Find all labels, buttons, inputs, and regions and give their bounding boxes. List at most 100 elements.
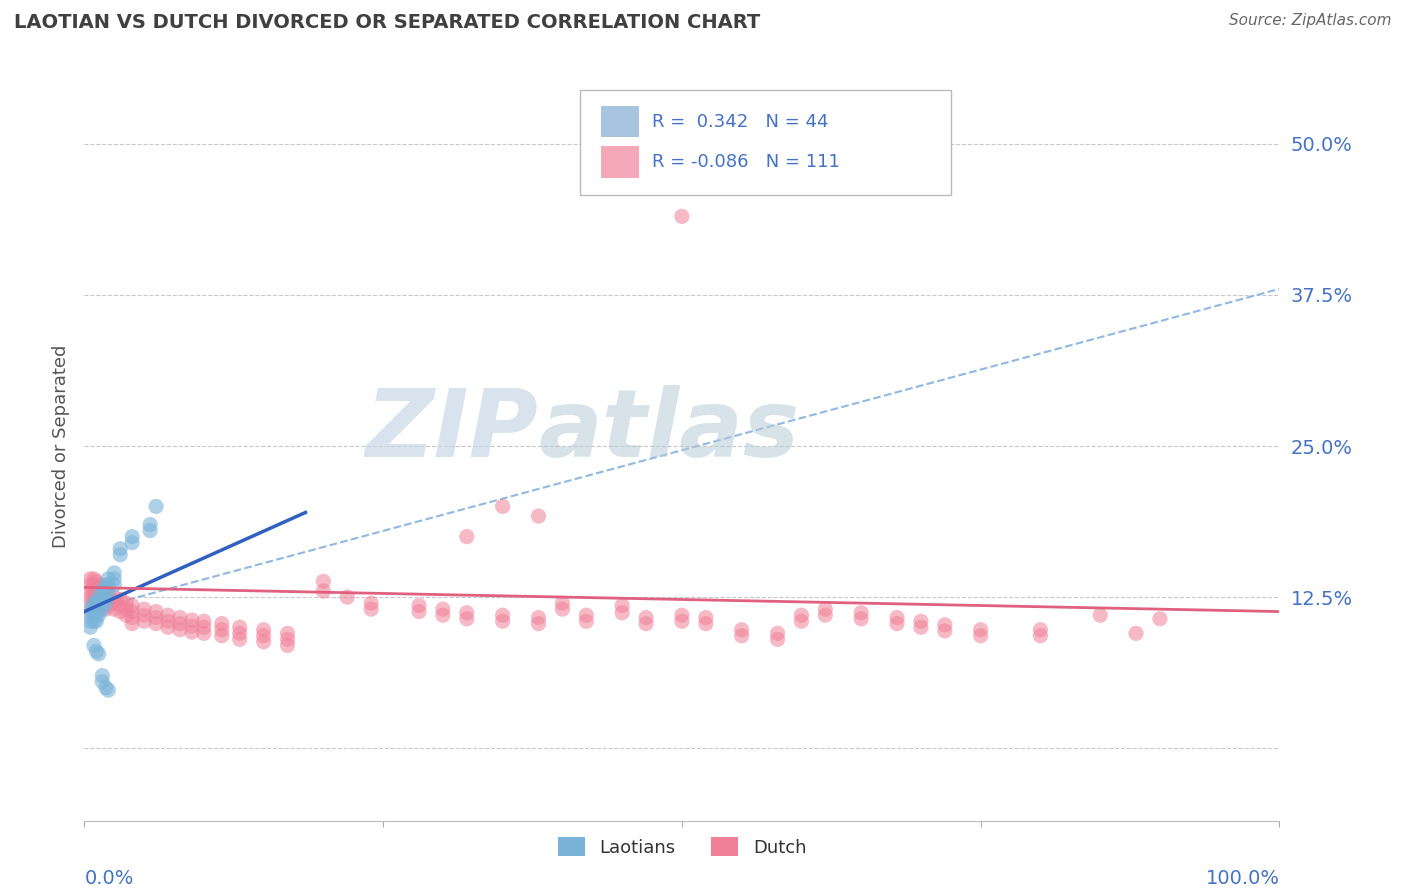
Point (408, 599, 430, 613)
Point (91, 590, 114, 604)
Point (110, 605, 132, 619)
Point (94, 584, 117, 599)
Point (910, 614, 932, 628)
Point (1029, 623, 1052, 637)
Point (103, 566, 125, 580)
Point (79, 590, 101, 604)
Point (79, 620, 101, 634)
Point (229, 632, 252, 647)
Point (612, 606, 634, 620)
Point (211, 629, 233, 643)
Point (253, 634, 276, 648)
Point (86, 592, 108, 607)
Point (110, 592, 132, 607)
Point (636, 616, 658, 631)
Point (157, 620, 180, 634)
Text: atlas: atlas (538, 385, 800, 477)
Point (181, 619, 204, 633)
Point (94, 584, 117, 599)
Point (87, 596, 110, 610)
Point (132, 608, 156, 623)
Point (97, 683, 120, 698)
Point (336, 590, 359, 604)
Point (1090, 608, 1112, 623)
Point (87, 647, 110, 661)
Point (83, 590, 105, 604)
Point (94, 590, 117, 604)
Point (636, 610, 658, 624)
Text: LAOTIAN VS DUTCH DIVORCED OR SEPARATED CORRELATION CHART: LAOTIAN VS DUTCH DIVORCED OR SEPARATED C… (14, 13, 761, 32)
Text: Source: ZipAtlas.com: Source: ZipAtlas.com (1229, 13, 1392, 29)
Point (229, 626, 252, 640)
Point (551, 602, 574, 616)
Point (86, 614, 108, 628)
Text: ZIP: ZIP (366, 385, 538, 477)
Point (79, 614, 101, 628)
Point (432, 602, 454, 616)
Point (83, 596, 105, 610)
Point (91, 592, 114, 607)
Point (360, 596, 382, 610)
Point (91, 596, 114, 610)
Point (86, 644, 108, 658)
Point (671, 210, 693, 224)
Point (851, 612, 873, 626)
Point (115, 602, 138, 616)
Text: R = -0.086   N = 111: R = -0.086 N = 111 (652, 153, 839, 171)
Point (575, 614, 598, 628)
FancyBboxPatch shape (581, 90, 950, 195)
Point (139, 524, 162, 538)
Point (145, 610, 167, 624)
Point (731, 629, 754, 643)
Point (79, 578, 101, 592)
Point (121, 610, 143, 624)
Point (83, 584, 105, 599)
Point (360, 602, 382, 616)
Point (1029, 629, 1052, 643)
Text: 100.0%: 100.0% (1205, 869, 1279, 888)
Point (91, 674, 114, 689)
Point (79, 602, 101, 616)
Point (115, 608, 138, 623)
Point (87, 596, 110, 610)
Point (551, 596, 574, 610)
Point (103, 602, 125, 616)
Point (731, 623, 754, 637)
Point (86, 602, 108, 616)
Point (83, 614, 105, 628)
Point (193, 620, 215, 634)
Point (527, 509, 550, 524)
Point (145, 500, 167, 514)
Point (91, 668, 114, 682)
Point (277, 626, 299, 640)
Point (94, 681, 117, 695)
Point (456, 530, 478, 544)
Point (312, 574, 335, 589)
Point (157, 614, 180, 628)
Point (87, 602, 110, 616)
Point (193, 626, 215, 640)
Point (934, 624, 956, 638)
Point (432, 608, 454, 623)
Point (94, 578, 117, 592)
Point (492, 614, 515, 628)
Point (910, 620, 932, 634)
Point (86, 574, 108, 589)
Point (970, 623, 993, 637)
Point (97, 599, 120, 613)
Point (110, 541, 132, 556)
Point (97, 572, 120, 586)
Point (97, 584, 120, 599)
Point (86, 581, 108, 595)
Point (169, 623, 191, 637)
Point (103, 578, 125, 592)
Point (103, 590, 125, 604)
Point (115, 596, 138, 610)
Point (79, 584, 101, 599)
Point (121, 616, 143, 631)
Point (110, 548, 132, 562)
Point (408, 605, 430, 619)
Point (886, 610, 908, 624)
Point (86, 586, 108, 600)
Point (211, 616, 233, 631)
